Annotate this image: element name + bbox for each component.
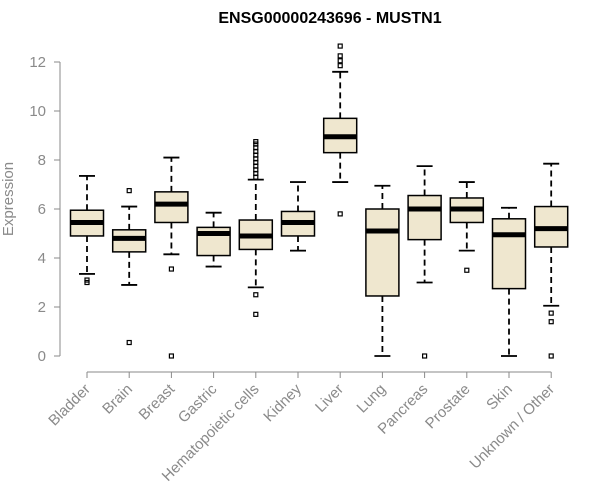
outlier-point	[126, 339, 132, 346]
outlier-point	[253, 139, 259, 145]
x-tick-label: Lung	[354, 381, 390, 417]
outlier-point	[422, 353, 428, 359]
outlier-point	[337, 53, 343, 59]
outlier-point	[168, 353, 174, 359]
outlier-point	[84, 277, 90, 283]
y-tick-label: 10	[29, 103, 46, 120]
y-axis: 0 2 4 6 8 10 12	[29, 54, 61, 365]
box-series	[69, 43, 569, 359]
box-group	[533, 162, 569, 359]
box	[365, 208, 400, 297]
y-tick-label: 6	[38, 201, 46, 218]
box-group	[280, 181, 316, 252]
outlier-point	[548, 319, 554, 325]
y-tick-label: 0	[38, 348, 46, 365]
y-axis-label: Expression	[0, 162, 17, 236]
outlier-point	[168, 266, 174, 272]
box-group	[154, 156, 189, 359]
chart-title: ENSG00000243696 - MUSTN1	[218, 10, 441, 27]
y-tick-label: 12	[29, 54, 46, 71]
y-tick-label: 2	[38, 299, 46, 316]
box-group	[69, 175, 105, 286]
x-tick-label: Prostate	[422, 381, 474, 433]
box-group	[196, 211, 231, 268]
outlier-point	[548, 310, 554, 316]
box-group	[111, 188, 147, 346]
outlier-point	[126, 188, 132, 194]
x-tick-label: Liver	[312, 381, 347, 416]
x-tick-label: Bladder	[45, 381, 94, 430]
outlier-point	[253, 311, 259, 317]
y-tick-label: 4	[38, 250, 46, 267]
outlier-point	[464, 267, 470, 273]
outlier-point	[337, 211, 343, 217]
y-tick-label: 8	[38, 152, 46, 169]
outlier-point	[548, 353, 554, 359]
x-tick-label: Skin	[483, 381, 516, 414]
x-tick-label: Kidney	[260, 380, 305, 425]
box	[491, 218, 527, 290]
box	[407, 194, 442, 241]
x-tick-label: Breast	[136, 380, 179, 423]
box-group	[491, 206, 527, 357]
box	[154, 191, 189, 224]
x-tick-label: Brain	[99, 381, 136, 418]
outlier-point	[337, 63, 343, 69]
box-group	[238, 139, 274, 317]
box-group	[365, 184, 400, 357]
box-group	[449, 181, 485, 273]
box-group	[322, 43, 358, 217]
outlier-point	[337, 43, 343, 49]
outlier-point	[337, 58, 343, 64]
outlier-point	[253, 292, 259, 298]
box-group	[407, 165, 442, 359]
